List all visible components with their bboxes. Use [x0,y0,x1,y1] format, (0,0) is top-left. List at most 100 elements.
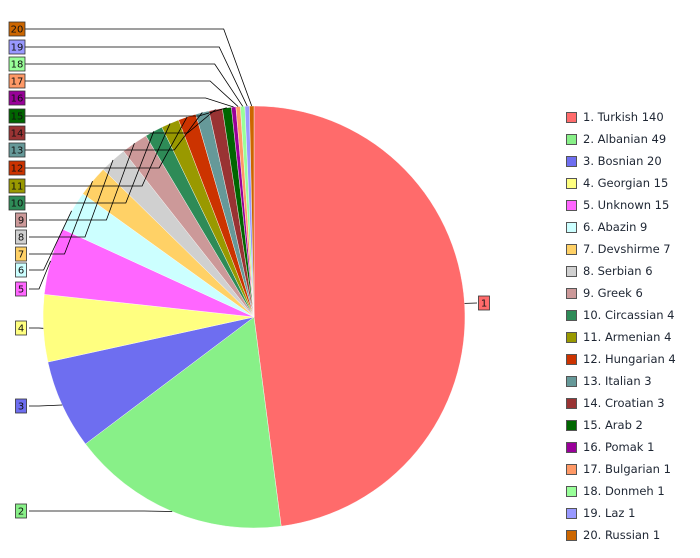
slice-tag-label: 3 [18,402,24,413]
leader-line-3 [29,404,63,407]
legend-label: 7. Devshirme 7 [583,242,671,256]
slice-tag-6: 6 [15,262,27,278]
legend-label: 1. Turkish 140 [583,110,664,124]
slice-tag-3: 3 [15,398,27,414]
slice-tag-box [15,229,27,245]
legend-swatch [566,463,577,475]
legend-swatch [566,353,577,365]
legend-swatch [566,485,577,497]
slice-tag-label: 19 [11,43,24,54]
legend-item-bulgarian: 17. Bulgarian 1 [566,458,676,480]
legend-swatch [566,133,577,145]
slice-tag-5: 5 [15,281,27,297]
legend-swatch [566,375,577,387]
legend-item-serbian: 8. Serbian 6 [566,260,676,282]
leader-line-11 [25,123,171,187]
slice-tag-label: 6 [18,266,24,277]
leader-line-2 [29,510,173,512]
slice-tag-box [8,142,26,158]
legend-swatch [566,309,577,321]
leader-line-15 [25,107,227,117]
leader-line-10 [25,131,155,204]
legend-item-armenian: 11. Armenian 4 [566,326,676,348]
legend-item-russian: 20. Russian 1 [566,524,676,546]
slice-tag-box [8,160,26,176]
slice-tag-8: 8 [15,229,27,245]
slice-tag-label: 2 [18,507,24,518]
legend-label: 13. Italian 3 [583,374,652,388]
legend-label: 3. Bosnian 20 [583,154,662,168]
legend-item-laz: 19. Laz 1 [566,502,676,524]
legend-swatch [566,111,577,123]
leader-line-18 [25,63,244,107]
legend-label: 14. Croatian 3 [583,396,665,410]
legend-swatch [566,419,577,431]
legend-label: 10. Circassian 4 [583,308,675,322]
slice-tag-box [8,21,26,37]
legend-label: 16. Pomak 1 [583,440,655,454]
legend-label: 6. Abazin 9 [583,220,648,234]
slice-tag-label: 8 [18,233,24,244]
legend-item-pomak: 16. Pomak 1 [566,436,676,458]
slice-tag-label: 10 [11,199,24,210]
legend-label: 17. Bulgarian 1 [583,462,671,476]
legend-item-arab: 15. Arab 2 [566,414,676,436]
slice-tag-20: 20 [8,21,26,37]
slice-tag-label: 9 [18,216,24,227]
slice-tag-box [15,503,27,519]
slice-tag-9: 9 [15,212,27,228]
leader-lines [25,28,478,512]
legend-label: 12. Hungarian 4 [583,352,676,366]
legend-item-donmeh: 18. Donmeh 1 [566,480,676,502]
slice-tag-label: 14 [11,129,24,140]
slice-tag-box [15,212,27,228]
slice-tag-14: 14 [8,125,26,141]
leader-line-19 [25,46,248,107]
legend-label: 2. Albanian 49 [583,132,667,146]
legend-item-albanian: 2. Albanian 49 [566,128,676,150]
leader-line-14 [25,109,216,134]
legend-swatch [566,397,577,409]
slice-tag-box [15,246,27,262]
slice-tag-4: 4 [15,320,27,336]
slice-tag-2: 2 [15,503,27,519]
legend-item-bosnian: 3. Bosnian 20 [566,150,676,172]
slice-tag-label: 20 [11,25,24,36]
slice-tag-box [8,125,26,141]
legend-swatch [566,265,577,277]
slice-tag-box [8,56,26,72]
legend-label: 4. Georgian 15 [583,176,669,190]
legend-label: 15. Arab 2 [583,418,643,432]
legend-item-hungarian: 12. Hungarian 4 [566,348,676,370]
leader-line-17 [25,80,239,107]
leader-line-9 [29,143,135,221]
legend-item-croatian: 14. Croatian 3 [566,392,676,414]
legend-label: 9. Greek 6 [583,286,643,300]
legend: 1. Turkish 140 2. Albanian 49 3. Bosnian 2… [566,106,676,546]
slice-tag-label: 13 [11,146,24,157]
slice-tag-7: 7 [15,246,27,262]
legend-swatch [566,441,577,453]
legend-item-abazin: 6. Abazin 9 [566,216,676,238]
legend-label: 11. Armenian 4 [583,330,672,344]
slice-tag-17: 17 [8,73,26,89]
legend-item-devshirme: 7. Devshirme 7 [566,238,676,260]
legend-swatch [566,243,577,255]
slice-tag-label: 7 [18,250,24,261]
slice-tag-box [8,39,26,55]
legend-item-unknown: 5. Unknown 15 [566,194,676,216]
leader-line-6 [29,210,72,271]
slice-tag-label: 16 [11,94,24,105]
slice-tag-label: 11 [11,182,24,193]
slice-tag-box [8,195,26,211]
slice-tag-label: 5 [18,285,24,296]
slice-tag-box [15,262,27,278]
slice-tag-box [478,295,490,311]
slice-tag-11: 11 [8,178,26,194]
slice-tag-15: 15 [8,108,26,124]
legend-label: 8. Serbian 6 [583,264,653,278]
pie-slice-turkish [253,105,466,527]
slice-tag-1: 1 [478,295,490,311]
slice-tag-box [8,178,26,194]
